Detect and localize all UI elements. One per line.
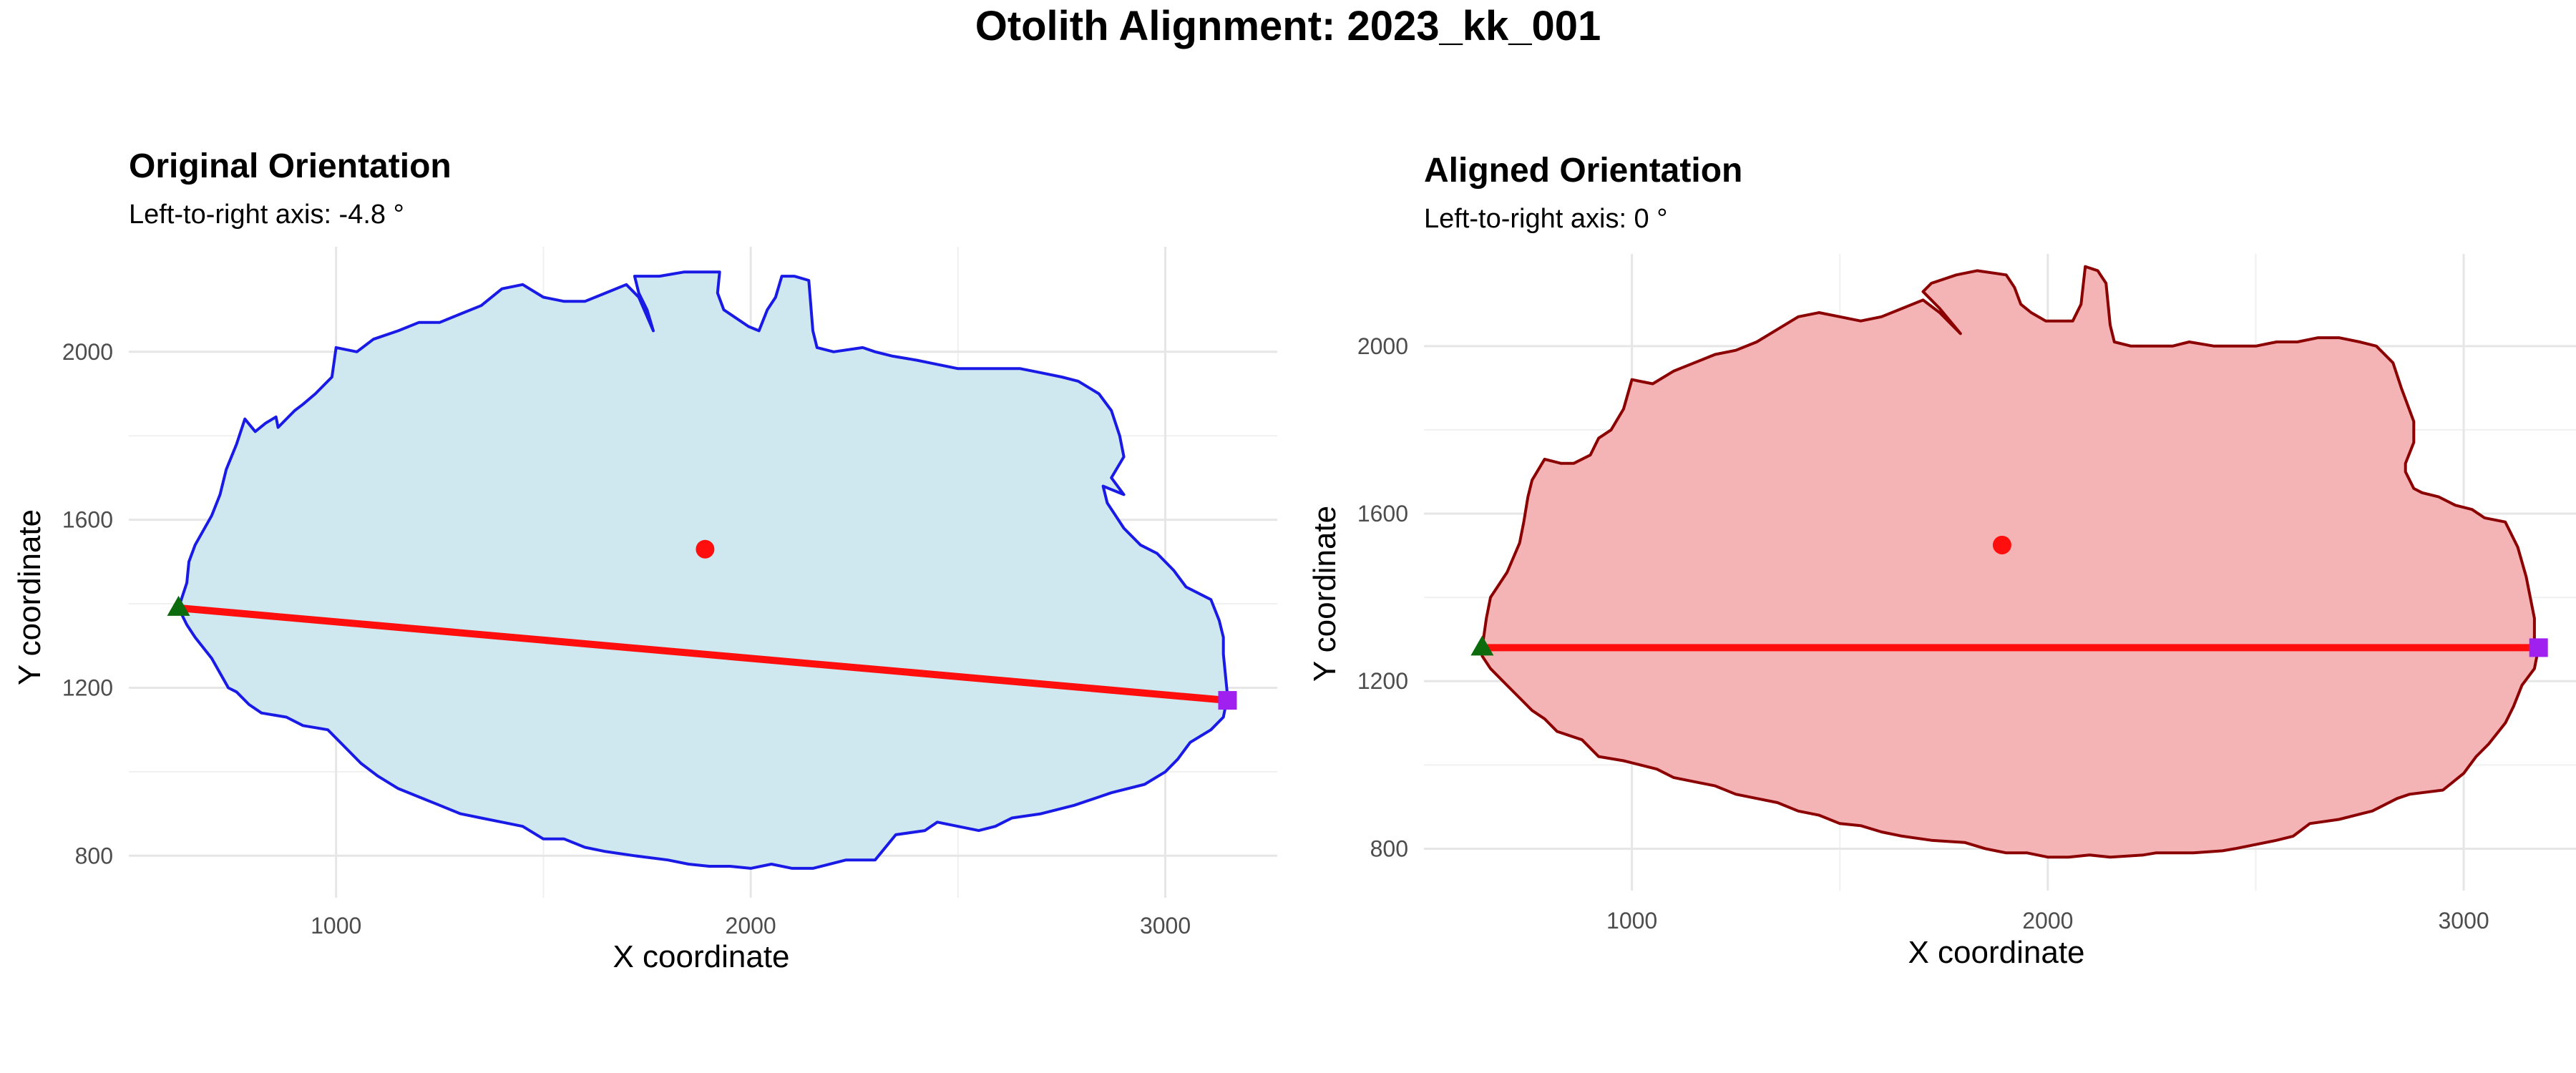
- x-tick-label: 2000: [726, 913, 776, 939]
- centroid-point: [1992, 535, 2011, 554]
- right-point-square: [1218, 691, 1237, 710]
- y-tick-label: 1200: [1357, 668, 1408, 694]
- otolith-outline: [177, 270, 1229, 870]
- y-tick-labels: 800 1200 1600 2000: [1357, 333, 1408, 862]
- otolith-outline: [1480, 265, 2540, 859]
- panel-aligned: Aligned Orientation Left-to-right axis: …: [1307, 152, 2576, 970]
- y-tick-labels: 800 1200 1600 2000: [62, 339, 113, 869]
- y-axis-title: Y coordinate: [12, 509, 47, 685]
- x-tick-label: 3000: [2438, 908, 2489, 934]
- x-tick-labels: 1000 2000 3000: [1606, 908, 2489, 934]
- y-axis-title: Y coordinate: [1307, 506, 1342, 682]
- x-tick-labels: 1000 2000 3000: [311, 913, 1191, 939]
- left-point-triangle: [167, 595, 190, 616]
- x-tick-label: 1000: [311, 913, 361, 939]
- y-tick-label: 1600: [62, 507, 113, 533]
- centroid-point: [696, 539, 715, 559]
- y-tick-label: 1600: [1357, 501, 1408, 526]
- x-tick-label: 2000: [2022, 908, 2073, 934]
- y-tick-label: 2000: [62, 339, 113, 365]
- panel-original: Original Orientation Left-to-right axis:…: [12, 147, 1277, 974]
- x-axis-title: X coordinate: [613, 939, 789, 974]
- y-tick-label: 2000: [1357, 333, 1408, 359]
- left-point-triangle: [1470, 635, 1494, 656]
- left-right-axis-line: [175, 604, 1231, 705]
- panel-subtitle: Left-to-right axis: 0 °: [1424, 204, 1667, 234]
- main-title: Otolith Alignment: 2023_kk_001: [975, 3, 1601, 49]
- panel-subtitle: Left-to-right axis: -4.8 °: [129, 200, 404, 230]
- y-tick-label: 800: [1370, 836, 1408, 861]
- y-tick-label: 800: [75, 843, 113, 868]
- right-point-square: [2529, 638, 2548, 657]
- x-tick-label: 1000: [1606, 908, 1657, 934]
- x-axis-title: X coordinate: [1908, 935, 2084, 970]
- panel-title: Original Orientation: [129, 147, 452, 185]
- y-tick-label: 1200: [62, 675, 113, 700]
- x-tick-label: 3000: [1140, 913, 1191, 939]
- panel-title: Aligned Orientation: [1424, 152, 1742, 190]
